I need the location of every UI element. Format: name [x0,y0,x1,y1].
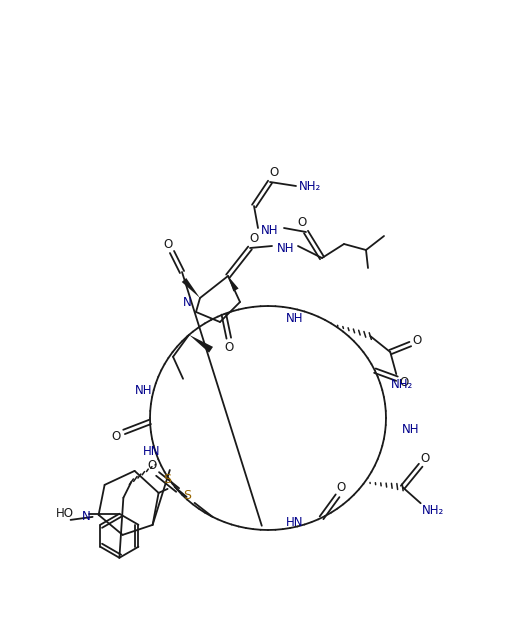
Text: S: S [163,474,171,487]
Text: O: O [163,238,172,251]
Text: NH₂: NH₂ [298,180,321,193]
Text: NH₂: NH₂ [390,378,413,391]
Text: O: O [335,482,345,495]
Text: N: N [183,295,191,308]
Text: HO: HO [55,507,73,520]
Text: O: O [399,376,408,389]
Text: NH: NH [277,243,294,256]
Text: S: S [183,490,191,503]
Text: N: N [81,511,91,524]
Text: NH: NH [286,311,303,324]
Text: O: O [111,430,121,443]
Text: NH: NH [261,225,278,238]
Text: NH: NH [401,423,418,436]
Text: O: O [147,459,156,472]
Text: NH₂: NH₂ [421,504,443,517]
Polygon shape [181,278,200,298]
Text: O: O [224,340,233,353]
Text: HN: HN [143,445,160,458]
Polygon shape [189,335,213,353]
Text: O: O [297,215,306,228]
Text: HN: HN [286,516,303,529]
Text: NH: NH [134,384,152,397]
Text: O: O [249,232,258,245]
Text: O: O [412,334,421,347]
Text: O: O [269,165,278,178]
Text: O: O [419,452,429,465]
Polygon shape [228,276,238,292]
